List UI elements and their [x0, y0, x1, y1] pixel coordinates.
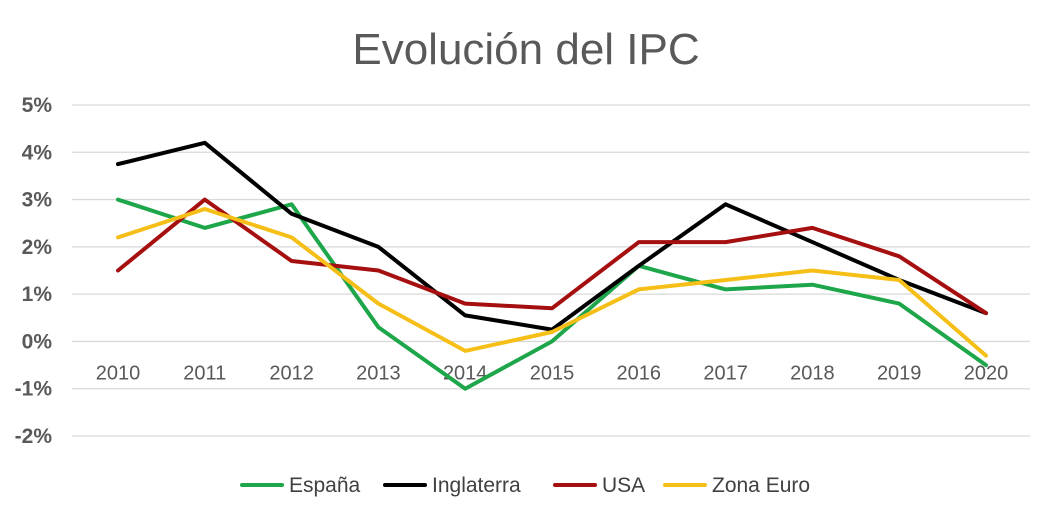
x-tick-label: 2019: [877, 362, 922, 384]
y-tick-label: -1%: [15, 378, 53, 401]
x-tick-label: 2017: [703, 362, 748, 384]
x-tick-label: 2012: [269, 362, 314, 384]
x-tick-label: 2016: [617, 362, 662, 384]
y-tick-label: 0%: [22, 330, 53, 353]
x-axis-ticks: 2010 2011 2012 2013 2014 2015 2016 2017 2018 2019…: [96, 362, 1009, 384]
y-tick-label: 4%: [22, 141, 53, 164]
y-axis-ticks: 5% 4% 3% 2% 1% 0% -1% -2%: [15, 94, 53, 448]
legend-label: Inglaterra: [432, 474, 521, 497]
y-tick-label: 3%: [22, 189, 53, 212]
series-line-zona-euro: [116, 207, 988, 358]
series-line-españa: [116, 197, 988, 391]
series-lines: [116, 140, 988, 391]
y-tick-label: -2%: [15, 425, 53, 448]
x-tick-label: 2018: [790, 362, 835, 384]
y-tick-label: 5%: [22, 94, 53, 117]
x-tick-label: 2015: [530, 362, 575, 384]
legend-label: USA: [602, 474, 645, 497]
y-tick-label: 1%: [22, 283, 53, 306]
series-line-inglaterra: [116, 140, 988, 332]
series-line-usa: [116, 197, 988, 316]
x-tick-label: 2020: [964, 362, 1009, 384]
legend: España Inglaterra USA Zona Euro: [240, 474, 810, 497]
x-tick-label: 2010: [96, 362, 141, 384]
x-tick-label: 2013: [356, 362, 401, 384]
x-tick-label: 2011: [183, 362, 226, 384]
grid: [72, 104, 1030, 437]
legend-label: España: [289, 474, 361, 497]
legend-label: Zona Euro: [712, 474, 810, 497]
chart-title: Evolución del IPC: [352, 25, 699, 74]
y-tick-label: 2%: [22, 236, 53, 259]
